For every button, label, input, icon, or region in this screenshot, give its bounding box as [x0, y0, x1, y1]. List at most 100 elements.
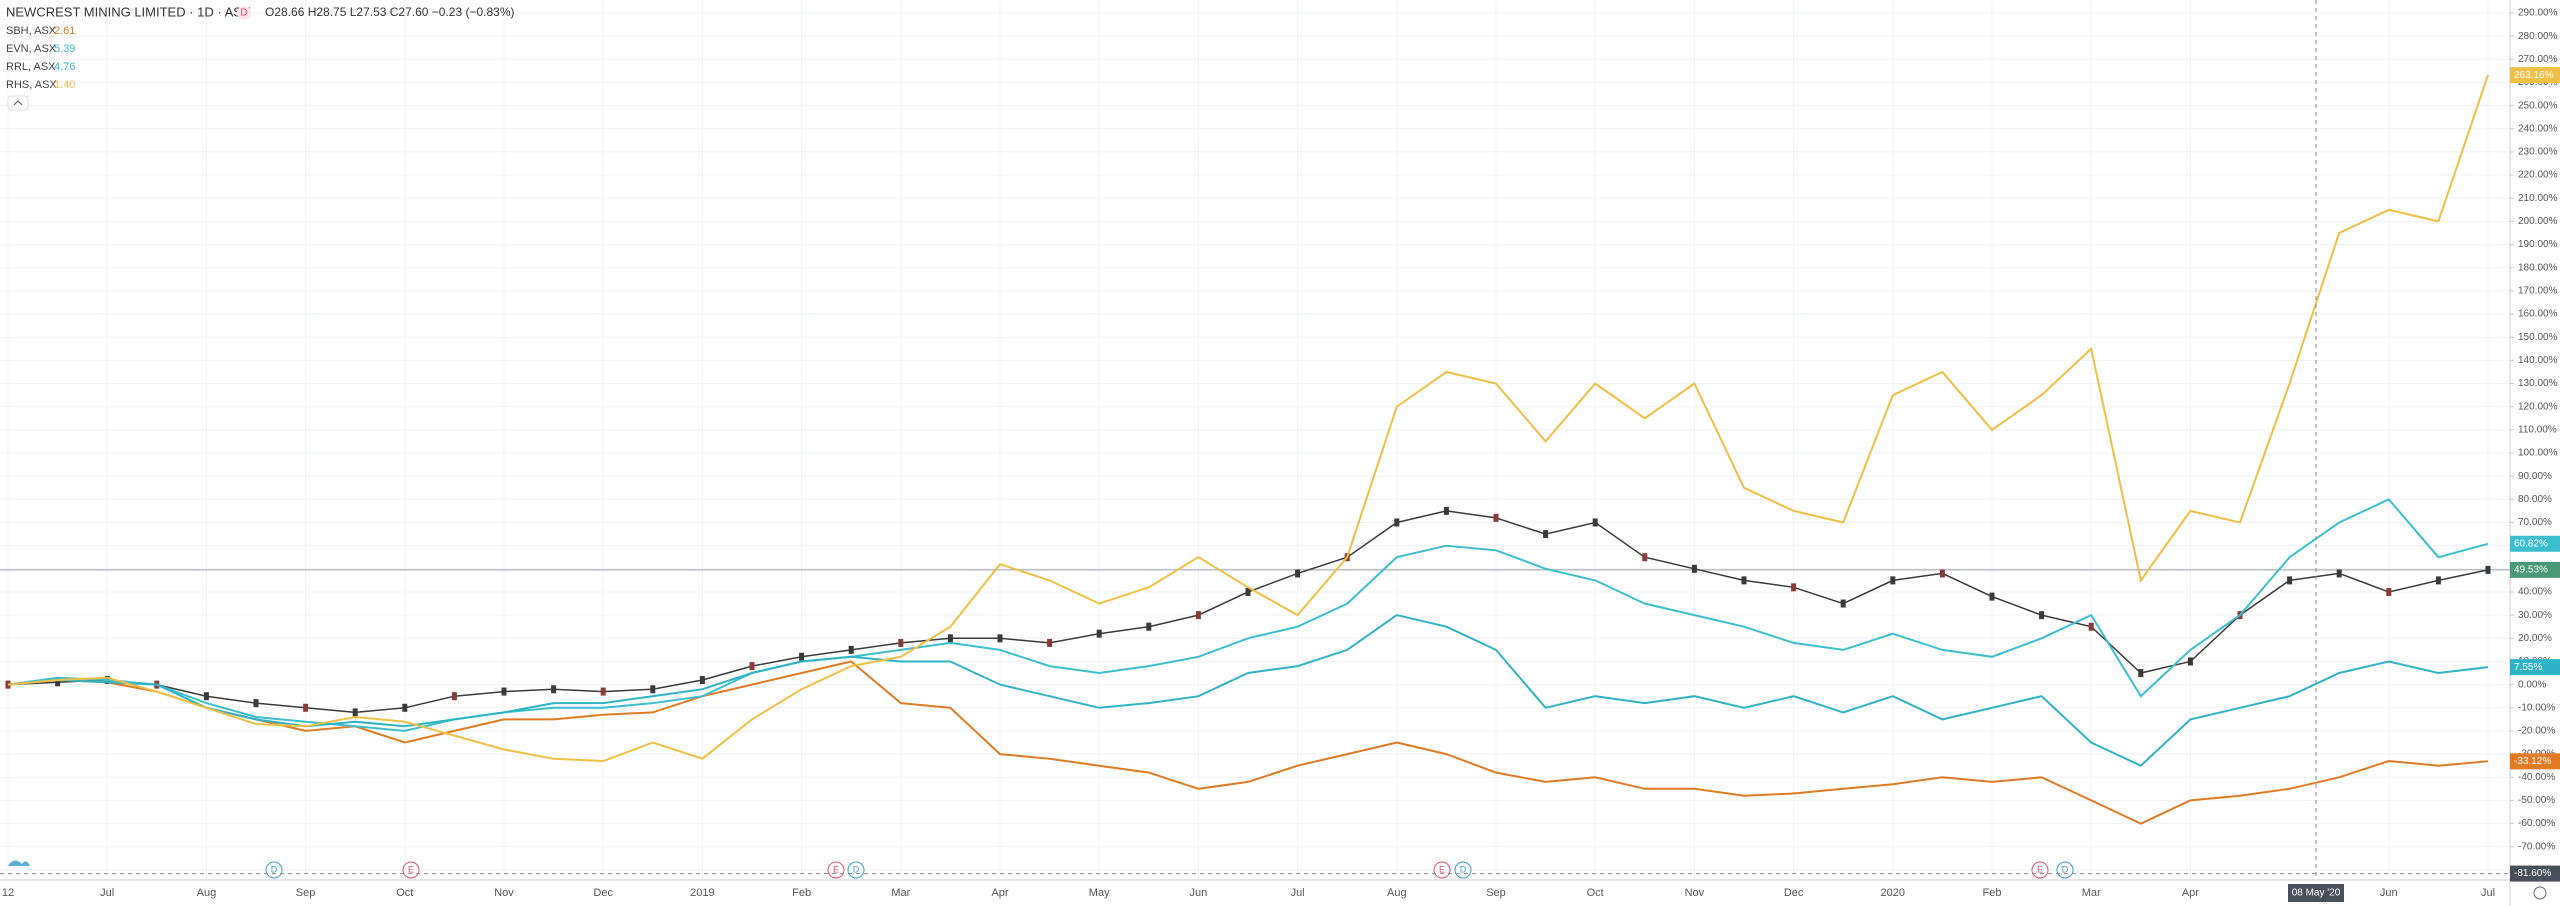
- event-label: E: [2037, 864, 2043, 874]
- candle: [898, 638, 904, 647]
- candle: [799, 652, 805, 661]
- event-label: D: [271, 864, 278, 874]
- y-tick-label: 250.00%: [2518, 100, 2558, 111]
- candle: [1989, 592, 1995, 601]
- last-value-box: [2510, 67, 2560, 84]
- y-tick-label: 150.00%: [2518, 332, 2558, 343]
- last-value-label: 60.82%: [2514, 538, 2548, 549]
- series-line: [7, 660, 2489, 825]
- y-tick-label: 280.00%: [2518, 31, 2558, 42]
- candle: [1592, 518, 1598, 527]
- x-tick-label: Aug: [197, 887, 217, 899]
- y-tick-label: 130.00%: [2518, 378, 2558, 389]
- x-tick-label: Sep: [1486, 887, 1506, 899]
- y-tick-label: 180.00%: [2518, 262, 2558, 273]
- y-tick-label: -60.00%: [2518, 818, 2555, 829]
- y-tick-label: 110.00%: [2518, 424, 2557, 435]
- legend-name: RHS, ASX: [6, 79, 57, 91]
- candle: [848, 645, 854, 654]
- x-tick-label: Jul: [1291, 887, 1305, 899]
- x-tick-label: 2020: [1881, 887, 1905, 899]
- event-marker[interactable]: [2056, 861, 2074, 879]
- event-marker[interactable]: [1433, 861, 1451, 879]
- y-tick-label: 40.00%: [2518, 587, 2552, 598]
- candle: [1443, 506, 1449, 515]
- candle: [55, 678, 61, 687]
- candle: [303, 703, 309, 712]
- y-tick-label: -70.00%: [2518, 841, 2555, 852]
- series-line: [7, 74, 2489, 763]
- candle: [650, 685, 656, 694]
- legend-name: SBH, ASX: [6, 25, 57, 37]
- x-tick-label: Jun: [2380, 887, 2398, 899]
- y-tick-label: 190.00%: [2518, 239, 2558, 250]
- y-tick-label: -20.00%: [2518, 726, 2555, 737]
- y-tick-label: 160.00%: [2518, 309, 2558, 320]
- crosshair-x-box: [2288, 884, 2344, 902]
- last-value-box: [2510, 753, 2560, 770]
- legend-name: RRL, ASX: [6, 61, 56, 73]
- y-tick-label: 120.00%: [2518, 401, 2558, 412]
- y-tick-label: -10.00%: [2518, 702, 2555, 713]
- candle: [1543, 530, 1549, 539]
- event-label: E: [1439, 864, 1445, 874]
- y-tick-label: 20.00%: [2518, 633, 2552, 644]
- last-value-label: -33.12%: [2514, 756, 2551, 767]
- y-tick-label: 220.00%: [2518, 170, 2558, 181]
- collapse-icon: [13, 100, 23, 106]
- x-tick-label: Jul: [100, 887, 114, 899]
- last-value-label: 7.55%: [2514, 662, 2542, 673]
- event-marker[interactable]: [402, 861, 420, 879]
- candle: [5, 680, 11, 689]
- candle: [1047, 638, 1053, 647]
- logo: [8, 860, 30, 866]
- plot: [5, 74, 2491, 825]
- candle: [1791, 583, 1797, 592]
- event-label: D: [853, 864, 860, 874]
- candle: [1195, 611, 1201, 620]
- candle: [2039, 611, 2045, 620]
- x-tick-label: 2019: [690, 887, 714, 899]
- candle: [451, 692, 457, 701]
- legend-price: 1.40: [54, 79, 75, 91]
- candle: [2336, 569, 2342, 578]
- event-label: E: [408, 864, 414, 874]
- x-tick-label: 12: [2, 887, 14, 899]
- y-tick-label: 90.00%: [2518, 471, 2552, 482]
- candle: [1394, 518, 1400, 527]
- candle: [1691, 564, 1697, 573]
- x-tick-label: Dec: [1784, 887, 1804, 899]
- event-marker[interactable]: [265, 861, 283, 879]
- candle: [1295, 569, 1301, 578]
- candle: [600, 687, 606, 696]
- symbol-title: NEWCREST MINING LIMITED · 1D · ASX: [6, 4, 251, 19]
- y-tick-label: 80.00%: [2518, 494, 2552, 505]
- x-tick-label: Sep: [296, 887, 316, 899]
- x-tick-label: Nov: [1685, 887, 1705, 899]
- x-tick-label: Apr: [2182, 887, 2199, 899]
- last-value-label: 49.53%: [2514, 565, 2548, 576]
- badge-bg: [237, 6, 251, 20]
- event-label: E: [833, 864, 839, 874]
- candle: [1890, 576, 1896, 585]
- settings-button[interactable]: [2533, 886, 2547, 900]
- candle: [2435, 576, 2441, 585]
- y-tick-label: 140.00%: [2518, 355, 2558, 366]
- collapse-button[interactable]: [7, 95, 29, 111]
- y-tick-label: 240.00%: [2518, 123, 2558, 134]
- candle: [2386, 587, 2392, 596]
- legend-name: EVN, ASX: [6, 43, 57, 55]
- candle: [551, 685, 557, 694]
- legend-price: 4.76: [54, 61, 75, 73]
- candle: [203, 692, 209, 701]
- candle: [1096, 629, 1102, 638]
- candle: [1939, 569, 1945, 578]
- candle: [2088, 622, 2094, 631]
- y-tick-label: 270.00%: [2518, 54, 2558, 65]
- candle: [2138, 669, 2144, 678]
- y-tick-label: 210.00%: [2518, 193, 2558, 204]
- x-tick-label: Jul: [2481, 887, 2495, 899]
- last-value-label: 263.16%: [2514, 70, 2554, 81]
- last-value-box: [2510, 659, 2560, 676]
